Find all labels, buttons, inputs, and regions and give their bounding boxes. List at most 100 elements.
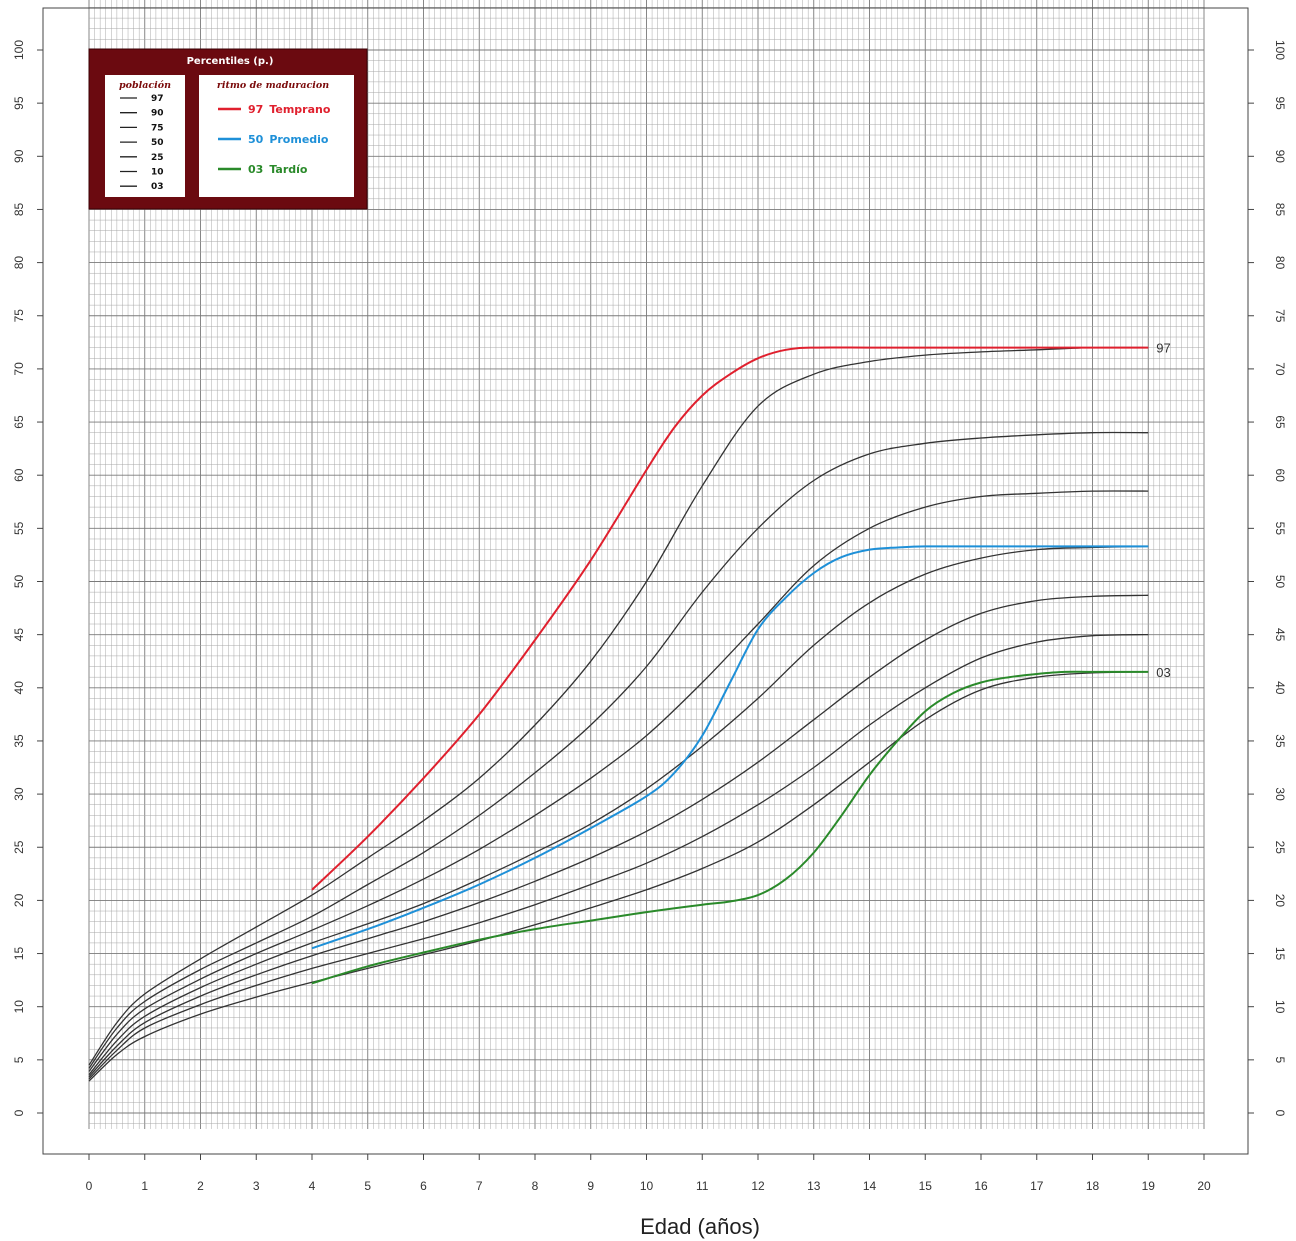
y-tick-label-left: 5 [12,1056,26,1063]
maturation-line-p50 [311,545,1149,950]
legend-maturation-panel [199,75,354,197]
y-tick-label-left: 20 [12,893,26,907]
legend-population-label: 03 [151,182,164,192]
x-tick-label: 19 [1142,1179,1156,1193]
x-tick-label: 20 [1197,1179,1211,1193]
x-tick-label: 14 [863,1179,877,1193]
grid [88,0,1205,1129]
x-tick-label: 7 [476,1179,483,1193]
y-tick-label-left: 10 [12,1000,26,1014]
x-tick-label: 6 [420,1179,427,1193]
y-tick-label-left: 40 [12,681,26,695]
x-tick-label: 9 [587,1179,594,1193]
y-tick-label-left: 60 [12,468,26,482]
population-line-p25 [88,594,1149,1078]
y-tick-label-right: 65 [1273,415,1287,429]
y-tick-label-right: 85 [1273,203,1287,217]
y-tick-label-left: 100 [12,40,26,60]
y-tick-label-right: 40 [1273,681,1287,695]
y-tick-label-right: 25 [1273,841,1287,855]
maturation-line-p97 [311,346,1149,891]
y-tick-label-left: 70 [12,362,26,376]
x-tick-label: 4 [309,1179,316,1193]
y-tick-label-right: 90 [1273,150,1287,164]
end-label-97: 97 [1156,341,1170,356]
y-tick-label-right: 0 [1273,1110,1287,1117]
y-tick-label-left: 90 [12,149,26,163]
y-tick-label-left: 65 [12,415,26,429]
y-tick-label-left: 35 [12,734,26,748]
y-tick-label-left: 75 [12,309,26,323]
axis-ticks: 0 1 2 3 4 5 6 7 8 9 10 11 12 13 14 15 16 17 18 19 200 05 510 10… [12,40,1287,1193]
y-tick-label-left: 30 [12,787,26,801]
y-tick-label-right: 20 [1273,894,1287,908]
x-tick-label: 3 [253,1179,260,1193]
y-tick-label-right: 30 [1273,787,1287,801]
x-tick-label: 12 [751,1179,765,1193]
legend-population-entries: 97 90 75 50 25 10 03 [120,94,164,192]
legend-maturation-label: 50 Promedio [248,133,329,146]
maturation-line-p03 [311,670,1149,985]
y-tick-label-right: 5 [1273,1057,1287,1064]
x-tick-label: 1 [141,1179,148,1193]
y-tick-label-right: 45 [1273,628,1287,642]
x-tick-label: 2 [197,1179,204,1193]
legend-title: Percentiles (p.) [187,56,274,67]
y-tick-label-left: 45 [12,628,26,642]
legend-population-label: 50 [151,138,164,148]
population-line-p97 [88,346,1149,1066]
y-tick-label-right: 100 [1273,40,1287,60]
x-tick-label: 8 [532,1179,539,1193]
legend-maturation-label: 97 Temprano [248,103,331,116]
legend-population-title: población [119,80,171,91]
y-tick-label-left: 80 [12,256,26,270]
x-axis-title: Edad (años) [640,1214,760,1239]
y-tick-label-right: 80 [1273,256,1287,270]
y-tick-label-right: 55 [1273,522,1287,536]
y-tick-label-right: 70 [1273,362,1287,376]
legend-maturation-code: 97 [248,103,263,116]
x-tick-label: 18 [1086,1179,1100,1193]
population-line-p90 [88,431,1149,1069]
y-tick-label-left: 0 [12,1109,26,1116]
y-tick-label-right: 35 [1273,734,1287,748]
legend-maturation-name: Promedio [269,133,329,146]
y-tick-label-right: 10 [1273,1000,1287,1014]
y-tick-label-left: 55 [12,521,26,535]
x-tick-label: 0 [86,1179,93,1193]
population-line-p75 [88,490,1149,1072]
legend-population-label: 75 [151,123,164,133]
y-tick-label-left: 15 [12,947,26,961]
end-labels: 97 03 [1156,341,1170,680]
legend-population-label: 25 [151,153,164,163]
y-tick-label-left: 25 [12,840,26,854]
y-tick-label-left: 95 [12,96,26,110]
legend: Percentiles (p.) población ritmo de madu… [88,48,368,210]
x-tick-label: 13 [807,1179,821,1193]
y-tick-label-right: 50 [1273,575,1287,589]
x-tick-label: 16 [974,1179,988,1193]
legend-maturation-code: 50 [248,133,264,146]
legend-population-label: 90 [151,109,164,119]
y-tick-label-right: 95 [1273,96,1287,110]
legend-population-panel [105,75,185,197]
legend-population-label: 10 [151,168,164,178]
legend-maturation-name: Tardío [269,163,308,176]
x-tick-label: 17 [1030,1179,1044,1193]
x-tick-label: 5 [364,1179,371,1193]
y-tick-label-left: 50 [12,575,26,589]
end-label-03: 03 [1156,665,1170,680]
y-tick-label-left: 85 [12,202,26,216]
population-line-p50 [88,545,1149,1076]
legend-maturation-label: 03 Tardío [248,163,308,176]
y-tick-label-right: 15 [1273,947,1287,961]
population-line-p03 [88,671,1149,1082]
legend-maturation-name: Temprano [269,103,331,116]
legend-population-label: 97 [151,94,164,104]
legend-maturation-title: ritmo de maduracion [217,80,329,91]
population-line-p10 [88,633,1149,1080]
legend-maturation-code: 03 [248,163,263,176]
y-tick-label-right: 60 [1273,469,1287,483]
series-lines [88,346,1149,1082]
